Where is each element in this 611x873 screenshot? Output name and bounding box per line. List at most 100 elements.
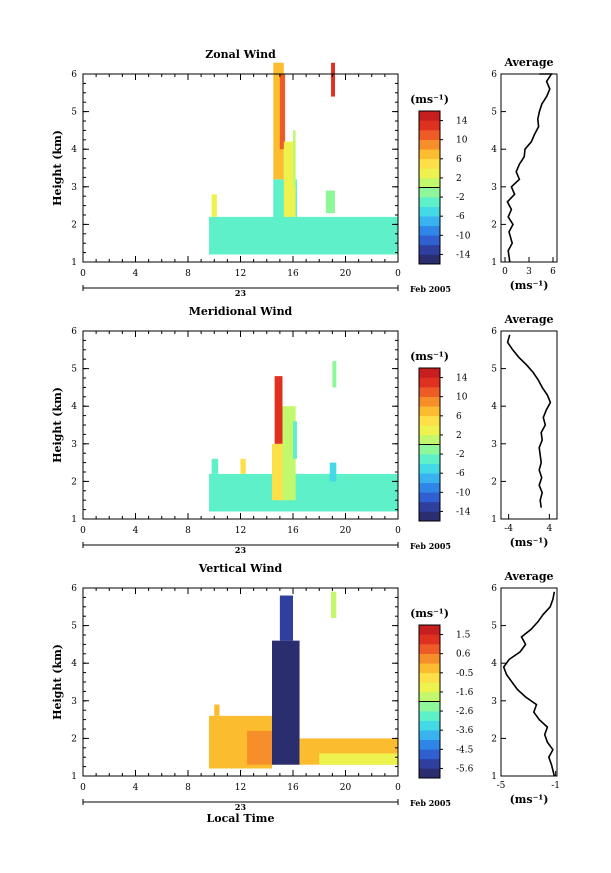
average-y-tick-label: 6 — [491, 327, 497, 337]
y-tick-label: 6 — [71, 327, 77, 337]
x-tick-label: 12 — [235, 269, 246, 279]
average-y-tick-label: 2 — [491, 734, 497, 744]
colorbar-swatch — [419, 701, 440, 712]
heatmap-cells — [209, 591, 398, 769]
average-x-label: (ms⁻¹) — [510, 793, 549, 806]
colorbar-tick-label: -3.6 — [456, 726, 474, 736]
x-tick-label: 4 — [133, 526, 139, 536]
heatmap-cell — [293, 130, 296, 187]
average-x-tick-label: 6 — [550, 267, 556, 277]
colorbar-swatch — [419, 501, 440, 512]
average-x-label: (ms⁻¹) — [510, 279, 549, 292]
x-tick-label: 0 — [395, 269, 401, 279]
heatmap-cell — [240, 458, 246, 474]
colorbar-swatch — [419, 225, 440, 236]
colorbar-tick-label: -14 — [456, 507, 471, 517]
average-x-tick-label: -4 — [504, 524, 513, 534]
colorbar-swatch — [419, 653, 440, 664]
average-x-tick-label: 0 — [502, 267, 508, 277]
colorbar-swatch — [419, 120, 440, 131]
colorbar-tick-label: -14 — [456, 250, 471, 260]
average-x-tick-label: 4 — [546, 524, 552, 534]
heatmap-cell — [293, 421, 297, 459]
colorbar-tick-label: -2 — [456, 193, 465, 203]
y-tick-label: 2 — [71, 220, 77, 230]
x-tick-label: 16 — [287, 783, 299, 793]
average-y-tick-label: 1 — [491, 515, 497, 525]
heatmap-cell — [319, 753, 398, 765]
x-tick-label: 16 — [287, 269, 299, 279]
colorbar-swatch — [419, 415, 440, 426]
average-profile-line — [502, 591, 556, 777]
colorbar-swatch — [419, 682, 440, 693]
colorbar-tick-label: 6 — [456, 155, 462, 165]
heatmap-cell — [211, 194, 217, 217]
colorbar-tick-label: -2.6 — [456, 707, 474, 717]
x-axis-label: Local Time — [207, 812, 275, 825]
y-tick-label: 6 — [71, 70, 77, 80]
average-frame — [500, 587, 558, 777]
average-profile-panel: Average 1 2 3 4 5 6 -4 4 (ms⁻¹) — [491, 313, 558, 549]
average-y-tick-label: 6 — [491, 70, 497, 80]
heatmap-cell — [272, 640, 300, 765]
colorbar-swatch — [419, 454, 440, 464]
date-month-label: Feb 2005 — [410, 541, 451, 551]
heatmap-cell — [331, 62, 335, 97]
heatmap-cell — [282, 406, 296, 501]
x-tick-label: 4 — [133, 783, 139, 793]
colorbar-swatch — [419, 711, 440, 721]
y-tick-label: 5 — [71, 108, 77, 118]
colorbar-swatch — [419, 130, 440, 140]
colorbar-swatch — [419, 406, 440, 417]
average-x-tick-label: -5 — [497, 781, 506, 791]
y-tick-label: 1 — [71, 772, 77, 782]
colorbar-swatch — [419, 368, 440, 378]
colorbar-swatch — [419, 511, 440, 522]
x-tick-label: 12 — [235, 783, 246, 793]
heatmap-cell — [283, 141, 296, 217]
y-tick-label: 2 — [71, 477, 77, 487]
heatmap-cell — [279, 74, 286, 150]
colorbar-unit-label: (ms⁻¹) — [410, 607, 449, 620]
colorbar-tick-label: 2 — [456, 174, 462, 184]
y-axis-label: Height (km) — [51, 387, 64, 463]
average-title: Average — [503, 56, 553, 69]
heatmap-cell — [273, 62, 284, 180]
average-x-tick-label: -1 — [551, 781, 560, 791]
colorbar-tick-label: -2 — [456, 450, 465, 460]
heatmap-cell — [279, 595, 293, 641]
chart-title: Vertical Wind — [198, 562, 283, 575]
colorbar-swatch — [419, 691, 440, 702]
colorbar-swatch — [419, 739, 440, 750]
colorbar-swatch — [419, 758, 440, 769]
average-title: Average — [503, 313, 553, 326]
heatmap-cell — [329, 462, 337, 482]
colorbar-swatch — [419, 749, 440, 760]
colorbar-swatch — [419, 672, 440, 683]
heatmap-cells — [209, 62, 398, 255]
average-y-tick-label: 1 — [491, 772, 497, 782]
colorbar-swatch — [419, 396, 440, 407]
average-profile-panel: Average 1 2 3 4 5 6 -5 -1(ms⁻¹) — [491, 570, 560, 806]
y-tick-label: 4 — [71, 145, 77, 155]
y-tick-label: 3 — [71, 697, 77, 707]
average-x-label: (ms⁻¹) — [510, 536, 549, 549]
average-title: Average — [503, 570, 553, 583]
average-y-tick-label: 5 — [491, 365, 497, 375]
heatmap-cell — [247, 730, 275, 765]
average-frame — [500, 330, 558, 520]
colorbar-swatch — [419, 377, 440, 388]
heatmap-cell — [332, 361, 337, 388]
chart-title: Zonal Wind — [205, 48, 276, 61]
colorbar-swatch — [419, 634, 440, 645]
average-y-tick-label: 4 — [491, 145, 497, 155]
colorbar-swatch — [419, 425, 440, 436]
heatmap-cell — [214, 704, 220, 716]
colorbar-swatch — [419, 444, 440, 455]
average-x-tick-label: 3 — [526, 267, 532, 277]
date-day-label: 23 — [235, 802, 247, 812]
x-tick-label: 8 — [185, 269, 191, 279]
y-tick-label: 3 — [71, 440, 77, 450]
